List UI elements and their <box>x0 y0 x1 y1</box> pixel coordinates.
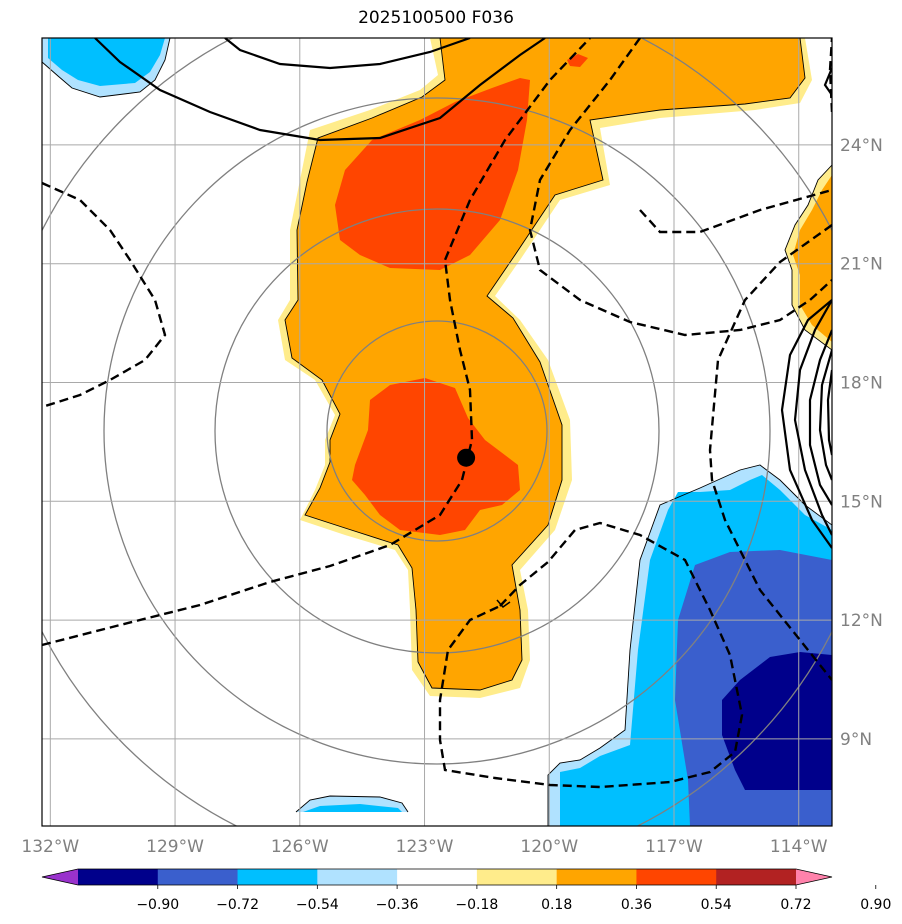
zero-contour-negative <box>547 464 832 826</box>
dashed-isolines <box>42 38 832 789</box>
colorbar-tick-label: 0.36 <box>621 897 652 913</box>
colorbar-segment <box>78 869 159 885</box>
lat-tick-label: 9°N <box>840 730 872 750</box>
lon-tick-label: 129°W <box>146 837 204 857</box>
colorbar-segment <box>636 869 717 885</box>
contour-fill-orange-red-core <box>352 378 520 535</box>
contour-fill-orange-red-north <box>335 78 530 270</box>
solid-isoline-east-1 <box>793 299 832 536</box>
solid-isoline-east-5 <box>780 299 832 549</box>
colorbar-tick-label: 0.90 <box>860 897 891 913</box>
range-ring-1 <box>326 320 548 542</box>
zero-contour-bottom <box>295 795 409 813</box>
lon-tick-label: 123°W <box>396 837 454 857</box>
colorbar-segment <box>397 869 478 885</box>
colorbar-segment <box>317 869 398 885</box>
latitude-labels: 9°N 12°N 15°N 18°N 21°N 24°N <box>840 136 883 750</box>
colorbar-tick-label: 0.54 <box>701 897 732 913</box>
dashed-isoline-east-upper <box>528 38 832 337</box>
lon-tick-label: 120°W <box>520 837 578 857</box>
solid-isoline-north-a <box>94 38 546 142</box>
contour-fill-dark-navy <box>722 652 832 790</box>
map-title: 2025100500 F036 <box>358 8 514 28</box>
lat-tick-label: 21°N <box>840 255 883 275</box>
contour-fill-orange-right <box>793 175 832 342</box>
contour-fill-deep-sky-blue-bottom <box>303 804 402 812</box>
solid-isoline-east-3 <box>818 349 832 481</box>
dashed-isoline-east-lower <box>708 224 832 681</box>
colorbar-extend-max <box>796 869 832 885</box>
zero-contour-top-left <box>42 38 171 98</box>
range-ring-2 <box>214 208 660 654</box>
graticule <box>42 38 832 826</box>
colorbar: −0.90 −0.72 −0.54 −0.36 −0.18 0.18 0.36 0.54 0.7… <box>41 868 891 913</box>
longitude-labels: 132°W 129°W 126°W 123°W 120°W 117°W 114°W <box>21 837 827 857</box>
colorbar-tick-label: 0.18 <box>541 897 572 913</box>
colorbar-tick-label: −0.18 <box>455 897 498 913</box>
solid-isoline-east-4 <box>826 369 832 456</box>
isoline-tick-mark <box>496 599 511 609</box>
colorbar-outline <box>41 868 833 886</box>
storm-center-marker <box>457 448 476 467</box>
colorbar-extend-min <box>42 869 78 885</box>
lat-tick-label: 24°N <box>840 136 883 156</box>
map-frame <box>41 37 833 827</box>
colorbar-segment <box>476 869 558 885</box>
colorbar-segment <box>716 869 797 885</box>
solid-isoline-corner <box>823 67 832 96</box>
dashed-isoline-west-upper <box>42 181 167 409</box>
lon-tick-label: 114°W <box>770 837 828 857</box>
colorbar-tick-label: −0.90 <box>136 897 179 913</box>
solid-isolines <box>94 38 832 549</box>
colorbar-segment <box>157 869 239 885</box>
lat-tick-label: 18°N <box>840 374 883 394</box>
range-rings <box>42 38 832 826</box>
solid-isoline-north-b <box>224 38 471 70</box>
dashed-isoline-south <box>438 521 744 789</box>
map-plot-area <box>42 38 832 826</box>
lon-tick-label: 126°W <box>271 837 329 857</box>
range-ring-3 <box>103 97 771 765</box>
colorbar-tick-label: −0.72 <box>216 897 259 913</box>
lon-tick-label: 132°W <box>21 837 79 857</box>
solid-isoline-east-2 <box>808 329 832 506</box>
colorbar-tick-label: −0.54 <box>296 897 339 913</box>
lon-tick-label: 117°W <box>645 837 703 857</box>
lat-tick-label: 12°N <box>840 611 883 631</box>
lat-tick-label: 15°N <box>840 492 883 512</box>
colorbar-tick-label: 0.72 <box>780 897 811 913</box>
colorbar-tick-label: −0.36 <box>376 897 419 913</box>
colorbar-segment <box>237 869 318 885</box>
zero-contour-right <box>784 164 832 351</box>
dashed-isoline-center <box>42 38 591 647</box>
colorbar-segment <box>556 869 637 885</box>
dashed-isoline-loop <box>639 188 832 234</box>
